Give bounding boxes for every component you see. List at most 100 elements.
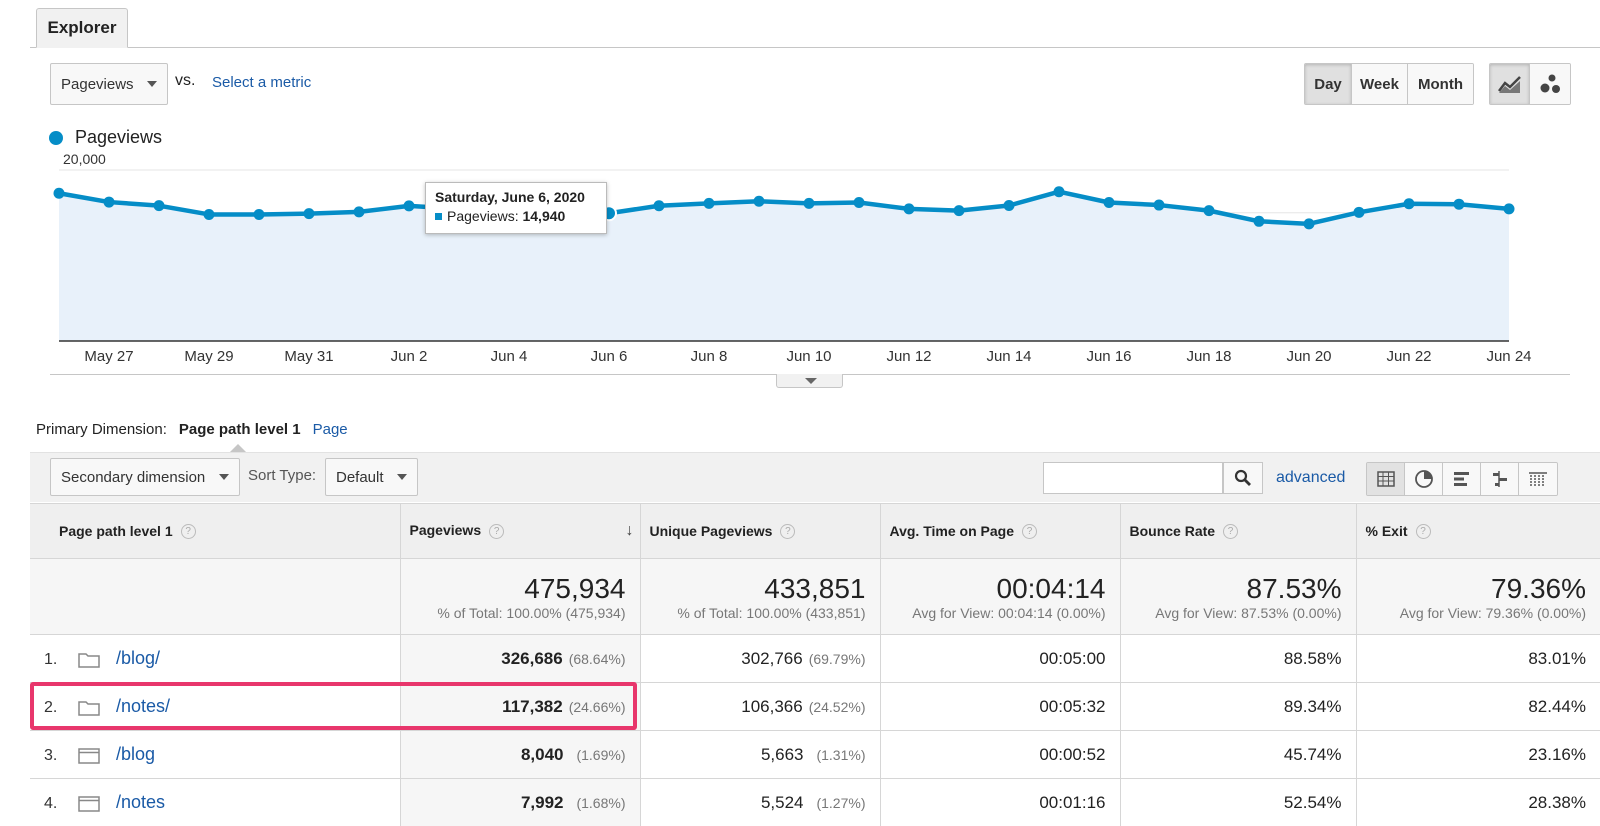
row-bounce-rate: 45.74% bbox=[1119, 730, 1356, 779]
period-week-button[interactable]: Week bbox=[1352, 64, 1408, 104]
chart-collapse-handle[interactable] bbox=[776, 374, 843, 388]
help-icon[interactable]: ? bbox=[1021, 524, 1037, 540]
advanced-filter-link[interactable]: advanced bbox=[1276, 469, 1346, 486]
table-search-input[interactable] bbox=[1043, 462, 1223, 494]
totals-exit: 79.36% Avg for View: 79.36% (0.00%) bbox=[1355, 558, 1600, 635]
table-view-icon[interactable] bbox=[1367, 463, 1405, 495]
sort-type-label: Sort Type: bbox=[248, 467, 317, 484]
primary-dimension: Primary Dimension: Page path level 1 Pag… bbox=[36, 421, 348, 438]
row-pageviews-percent: (1.68%) bbox=[576, 794, 626, 811]
x-tick-label: Jun 2 bbox=[391, 348, 428, 365]
period-toggle: Day Week Month bbox=[1304, 63, 1474, 105]
row-page-path-link[interactable]: /notes bbox=[116, 792, 166, 812]
chart-point bbox=[1253, 215, 1265, 227]
table-view-toggle bbox=[1366, 462, 1558, 496]
row-page-path-link[interactable]: /notes/ bbox=[116, 696, 171, 716]
chart-x-axis: May 27 May 29 May 31 Jun 2 Jun 4 Jun 6 Jun 8 Ju… bbox=[84, 348, 1531, 365]
x-tick-label: Jun 20 bbox=[1286, 348, 1331, 365]
row-unique-pageviews: 302,766 (69.79%) bbox=[639, 634, 880, 683]
metric-dropdown[interactable]: Pageviews bbox=[50, 63, 168, 105]
row-avg-time: 00:05:32 bbox=[879, 682, 1120, 731]
tab-explorer[interactable]: Explorer bbox=[36, 8, 128, 48]
column-header-pageviews[interactable]: Pageviews? ↓ bbox=[399, 503, 640, 559]
primary-dimension-page-link[interactable]: Page bbox=[312, 421, 348, 438]
legend-dot-icon bbox=[49, 130, 63, 145]
row-unique-pageviews: 5,524 (1.27%) bbox=[639, 778, 880, 826]
row-page-path-cell: 1. /blog/ bbox=[30, 634, 400, 683]
chart-point bbox=[753, 195, 765, 207]
row-bounce-rate: 52.54% bbox=[1119, 778, 1356, 826]
vs-label: vs. bbox=[175, 72, 196, 89]
chart-point bbox=[1053, 186, 1065, 198]
tooltip-value: 14,940 bbox=[522, 208, 566, 224]
row-exit: 23.16% bbox=[1355, 730, 1600, 779]
secondary-dimension-dropdown[interactable]: Secondary dimension bbox=[50, 458, 240, 496]
folder-icon bbox=[78, 652, 100, 668]
chart-point bbox=[1153, 199, 1165, 211]
x-tick-label: Jun 14 bbox=[986, 348, 1031, 365]
table-row: 4. /notes 7,992 (1.68%) 5,524 (1.27%) 00:01:16… bbox=[30, 778, 1600, 826]
chart-point bbox=[103, 196, 115, 208]
tab-bar: Explorer bbox=[0, 0, 1600, 48]
primary-dimension-current[interactable]: Page path level 1 bbox=[178, 421, 301, 438]
period-month-button[interactable]: Month bbox=[1408, 64, 1473, 104]
row-unique-pageviews: 106,366 (24.52%) bbox=[639, 682, 880, 731]
row-exit: 83.01% bbox=[1355, 634, 1600, 683]
row-page-path-link[interactable]: /blog/ bbox=[116, 648, 161, 668]
page-icon bbox=[78, 747, 100, 764]
row-unique-pageviews: 5,663 (1.31%) bbox=[639, 730, 880, 779]
x-tick-label: Jun 4 bbox=[491, 348, 528, 365]
row-pageviews: 326,686 (68.64%) bbox=[399, 634, 640, 683]
comparison-view-icon[interactable] bbox=[1481, 463, 1519, 495]
chart-point bbox=[953, 205, 965, 217]
tooltip-series-swatch bbox=[435, 212, 442, 220]
row-unique-percent: (1.31%) bbox=[816, 746, 866, 763]
row-pageviews: 7,992 (1.68%) bbox=[399, 778, 640, 826]
sort-type-dropdown[interactable]: Default bbox=[325, 458, 418, 496]
help-icon[interactable]: ? bbox=[180, 524, 196, 540]
chart-type-toggle bbox=[1489, 63, 1571, 105]
totals-label-cell bbox=[30, 558, 400, 635]
pie-chart-icon[interactable] bbox=[1405, 463, 1443, 495]
secondary-dimension-label: Secondary dimension bbox=[61, 468, 206, 486]
select-metric-link[interactable]: Select a metric bbox=[212, 74, 312, 91]
chart-point bbox=[903, 203, 915, 215]
row-pageviews-percent: (1.69%) bbox=[576, 746, 626, 763]
row-pageviews-percent: (24.66%) bbox=[568, 698, 626, 715]
motion-chart-icon[interactable] bbox=[1530, 64, 1570, 104]
x-tick-label: Jun 6 bbox=[591, 348, 628, 365]
column-header-unique-pageviews[interactable]: Unique Pageviews? bbox=[639, 503, 880, 559]
folder-icon bbox=[78, 700, 100, 716]
chart-point bbox=[253, 208, 265, 220]
x-tick-label: May 31 bbox=[284, 348, 333, 365]
help-icon[interactable]: ? bbox=[1223, 524, 1239, 540]
column-header-page-path[interactable]: Page path level 1? bbox=[30, 503, 400, 559]
table-row: 3. /blog 8,040 (1.69%) 5,663 (1.31%) 00:00:52 4… bbox=[30, 730, 1600, 779]
metric-dropdown-label: Pageviews bbox=[61, 75, 134, 93]
help-icon[interactable]: ? bbox=[780, 524, 796, 540]
period-day-button[interactable]: Day bbox=[1305, 64, 1352, 104]
bar-view-icon[interactable] bbox=[1443, 463, 1481, 495]
search-button[interactable] bbox=[1223, 462, 1263, 494]
line-chart-icon[interactable] bbox=[1490, 64, 1530, 104]
totals-bounce: 87.53% Avg for View: 87.53% (0.00%) bbox=[1119, 558, 1356, 635]
column-header-bounce-rate[interactable]: Bounce Rate? bbox=[1119, 503, 1356, 559]
column-header-exit[interactable]: % Exit? bbox=[1355, 503, 1600, 559]
legend-label: Pageviews bbox=[75, 127, 163, 147]
chart-tooltip: Saturday, June 6, 2020 Pageviews: 14,940 bbox=[425, 182, 607, 234]
row-number: 1. bbox=[44, 651, 58, 668]
column-header-avg-time[interactable]: Avg. Time on Page? bbox=[879, 503, 1120, 559]
pivot-view-icon[interactable] bbox=[1519, 463, 1557, 495]
row-number: 4. bbox=[44, 795, 58, 812]
help-icon[interactable]: ? bbox=[1415, 524, 1431, 540]
help-icon[interactable]: ? bbox=[489, 523, 505, 539]
row-page-path-link[interactable]: /blog bbox=[116, 744, 156, 764]
sort-descending-icon[interactable]: ↓ bbox=[625, 522, 634, 539]
chevron-down-icon bbox=[219, 474, 229, 480]
totals-row: 475,934% of Total: 100.00% (475,934) 433… bbox=[30, 558, 1600, 635]
chart-legend: Pageviews bbox=[49, 127, 162, 148]
totals-unique: 433,851% of Total: 100.00% (433,851) bbox=[639, 558, 880, 635]
chart-point bbox=[153, 200, 165, 212]
chart-point bbox=[1003, 199, 1015, 211]
